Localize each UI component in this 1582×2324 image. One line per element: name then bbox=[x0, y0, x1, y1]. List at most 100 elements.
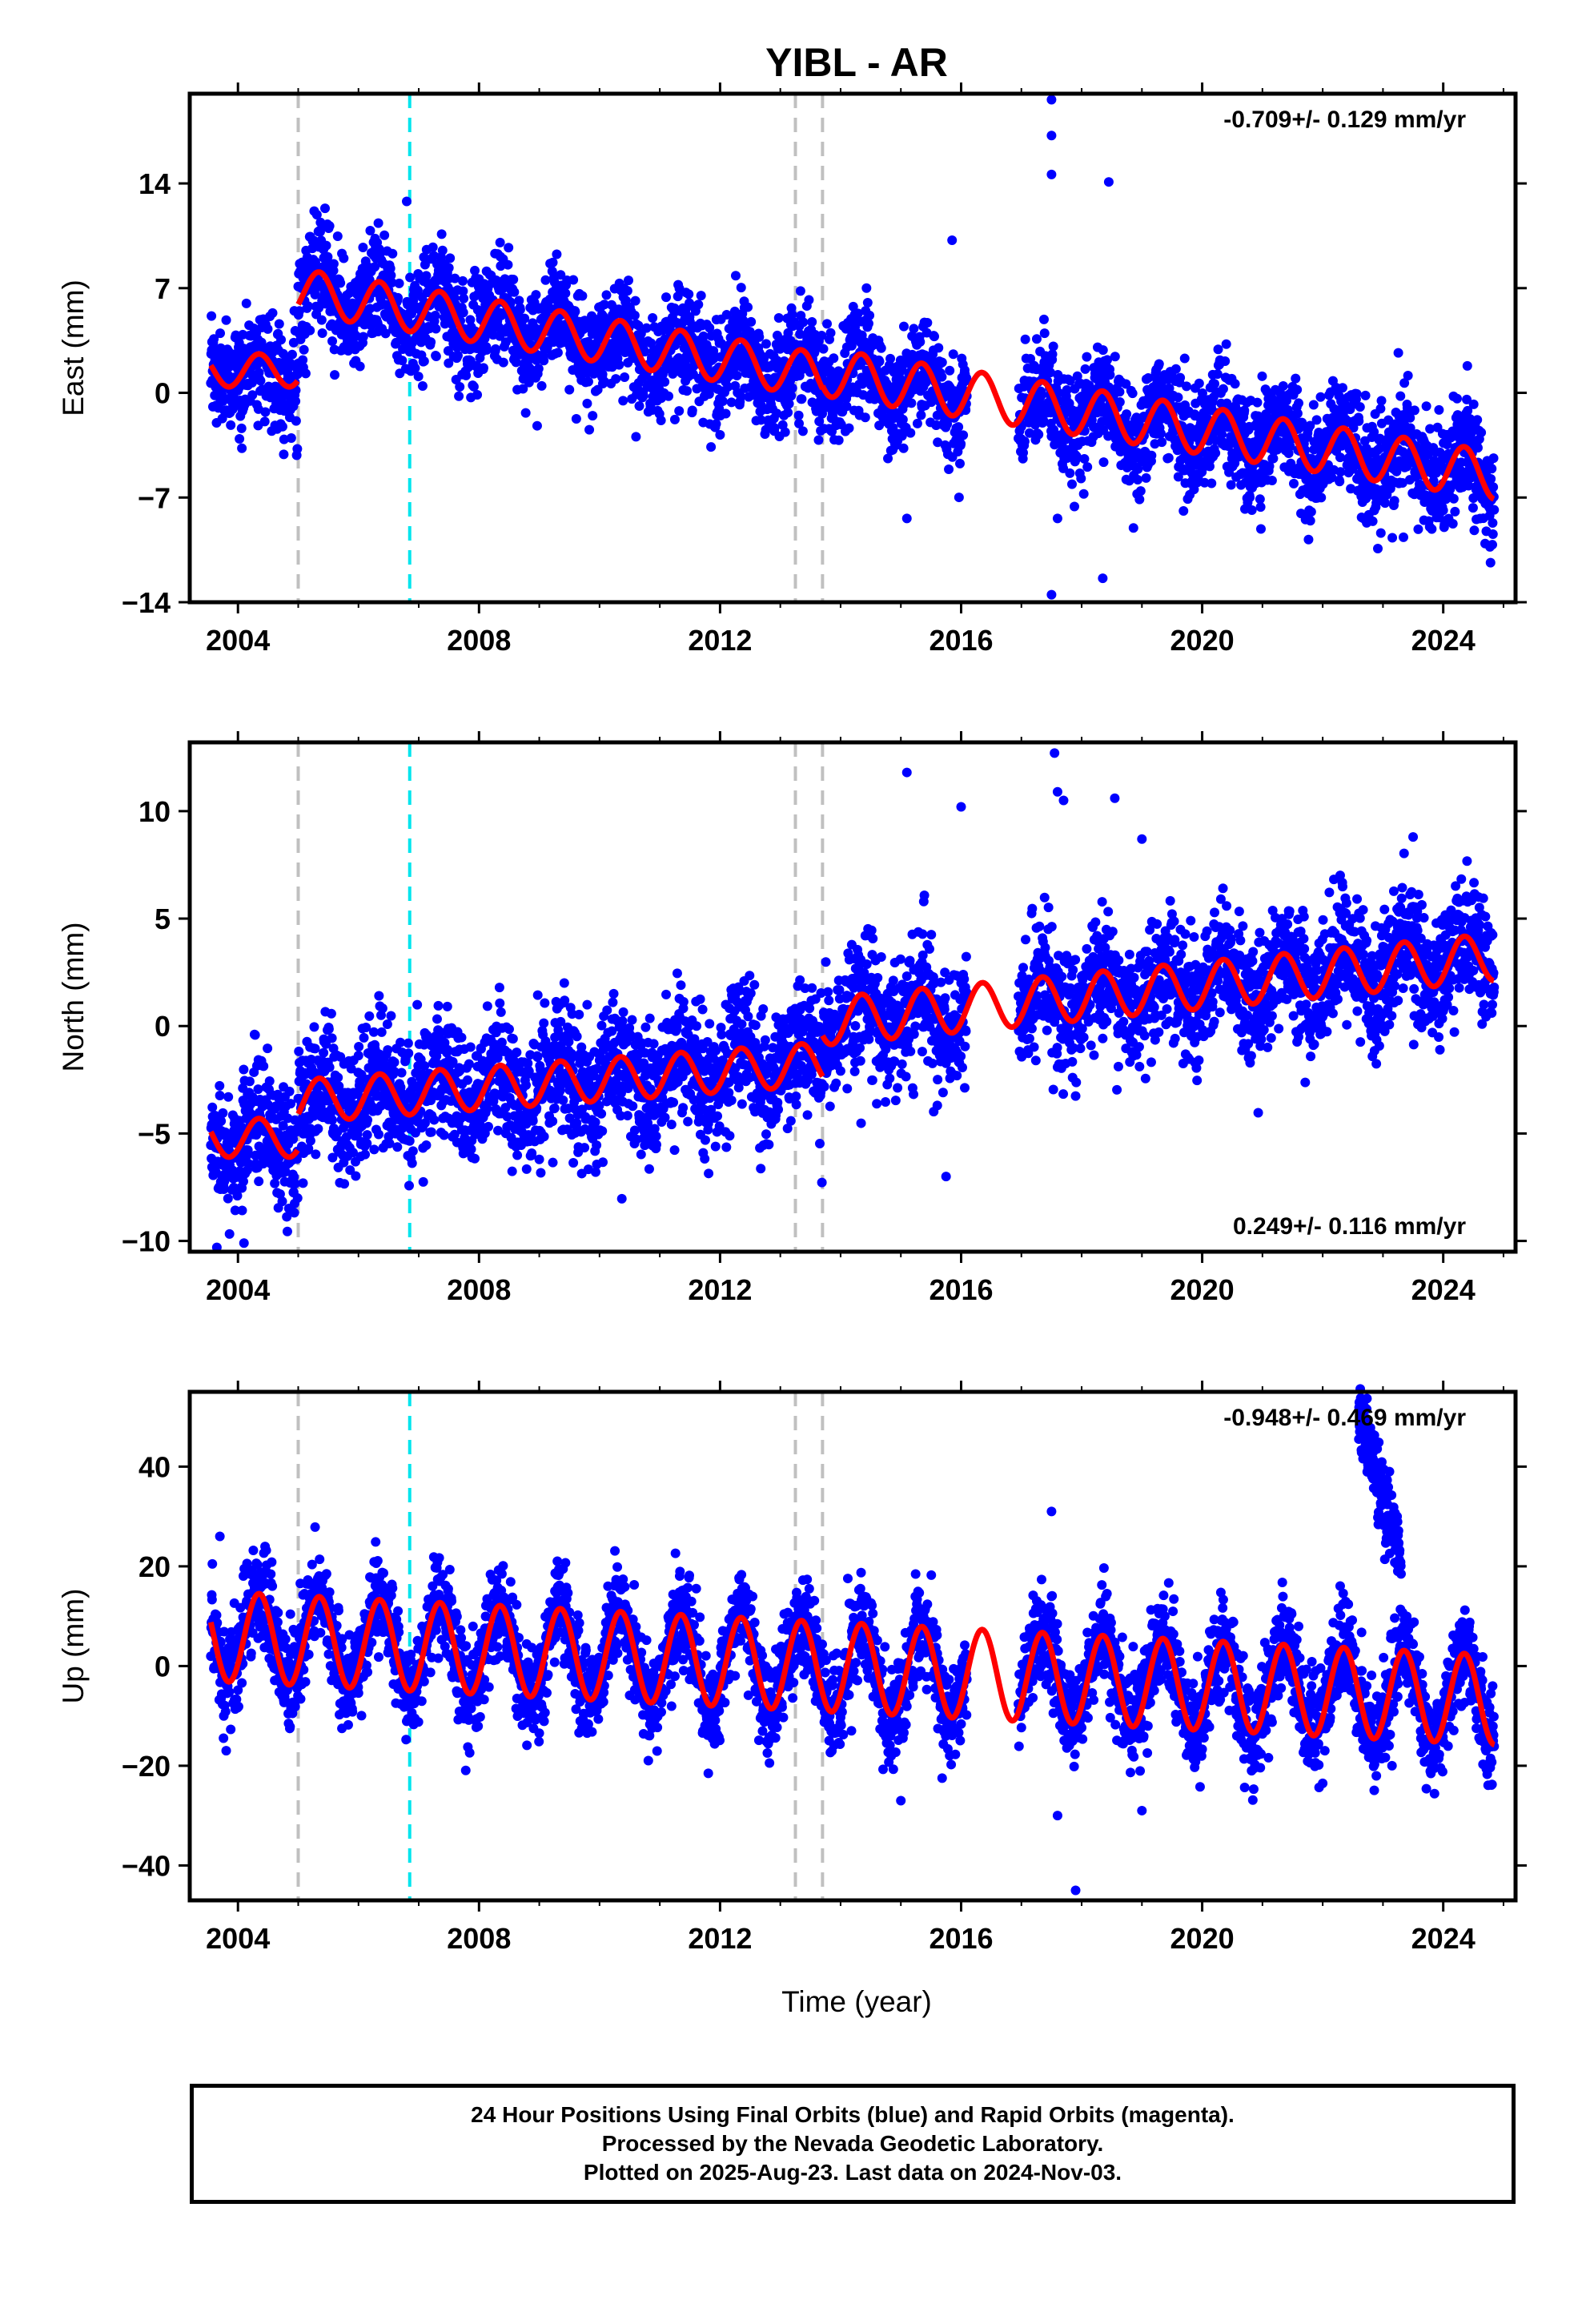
data-point bbox=[458, 286, 468, 296]
data-point bbox=[324, 1062, 335, 1072]
data-point bbox=[780, 427, 790, 437]
data-point bbox=[934, 343, 944, 353]
data-point bbox=[1303, 534, 1314, 545]
data-point bbox=[1031, 334, 1042, 344]
data-point bbox=[353, 1051, 363, 1061]
y-tick-label: 7 bbox=[155, 272, 171, 305]
data-point bbox=[1351, 388, 1362, 399]
data-point bbox=[1469, 525, 1480, 536]
data-point bbox=[284, 1086, 295, 1096]
data-point bbox=[1211, 448, 1221, 458]
data-point bbox=[373, 218, 383, 228]
y-tick-label: 0 bbox=[155, 377, 171, 410]
data-point bbox=[1488, 518, 1498, 529]
data-point bbox=[687, 405, 697, 416]
data-point bbox=[1076, 473, 1086, 484]
data-point bbox=[783, 408, 793, 418]
data-point bbox=[1434, 404, 1444, 415]
data-point bbox=[454, 391, 464, 401]
figure-title: YIBL - AR bbox=[765, 40, 948, 85]
data-point bbox=[1360, 390, 1371, 400]
data-point bbox=[804, 295, 814, 305]
data-point bbox=[292, 369, 303, 380]
data-point bbox=[787, 383, 797, 393]
data-point bbox=[237, 443, 247, 453]
data-point bbox=[1128, 523, 1138, 533]
data-point bbox=[339, 1179, 350, 1189]
data-point bbox=[1163, 452, 1174, 463]
data-point bbox=[1380, 498, 1391, 509]
data-point bbox=[743, 302, 753, 312]
data-point bbox=[577, 291, 588, 301]
data-point bbox=[1306, 507, 1316, 517]
data-point bbox=[1170, 364, 1181, 374]
data-point bbox=[1141, 472, 1151, 483]
data-point bbox=[1122, 409, 1132, 420]
data-point bbox=[403, 1038, 413, 1048]
data-point bbox=[861, 283, 872, 293]
data-point bbox=[1194, 378, 1204, 388]
data-point bbox=[495, 237, 505, 247]
data-point bbox=[305, 1136, 315, 1146]
data-point bbox=[630, 296, 640, 306]
data-point bbox=[319, 203, 330, 214]
data-point bbox=[1034, 429, 1044, 440]
data-point bbox=[235, 433, 245, 444]
data-point bbox=[1488, 529, 1498, 540]
data-point bbox=[797, 426, 808, 436]
data-point bbox=[1427, 524, 1437, 534]
outlier-point bbox=[901, 513, 912, 524]
data-point bbox=[1154, 359, 1164, 369]
data-point bbox=[376, 1027, 387, 1037]
data-point bbox=[276, 335, 287, 345]
data-point bbox=[263, 1043, 273, 1054]
data-point bbox=[844, 423, 854, 433]
data-point bbox=[597, 369, 608, 380]
data-point bbox=[807, 317, 817, 328]
data-point bbox=[552, 249, 562, 259]
data-point bbox=[247, 390, 258, 400]
data-point bbox=[674, 406, 685, 416]
data-point bbox=[1114, 397, 1125, 408]
data-point bbox=[370, 262, 380, 272]
data-point bbox=[431, 351, 441, 361]
data-point bbox=[730, 271, 741, 281]
data-point bbox=[622, 286, 632, 296]
data-point bbox=[929, 332, 939, 342]
data-point bbox=[705, 323, 715, 333]
data-point bbox=[380, 328, 391, 339]
data-point bbox=[351, 1171, 361, 1181]
data-point bbox=[1179, 353, 1190, 364]
data-point bbox=[259, 1061, 269, 1072]
data-point bbox=[1020, 334, 1030, 344]
data-point bbox=[874, 356, 885, 367]
data-point bbox=[833, 435, 844, 445]
data-point bbox=[253, 1084, 263, 1095]
data-point bbox=[540, 275, 551, 285]
data-point bbox=[482, 344, 492, 355]
x-tick-label: 2020 bbox=[1170, 624, 1235, 657]
data-point bbox=[1133, 475, 1143, 485]
data-point bbox=[633, 320, 644, 331]
data-point bbox=[298, 355, 308, 365]
data-point bbox=[461, 370, 472, 380]
data-point bbox=[458, 308, 468, 318]
y-tick-label: −7 bbox=[138, 481, 171, 514]
data-point bbox=[327, 1115, 338, 1125]
data-point bbox=[825, 328, 836, 338]
data-point bbox=[294, 306, 304, 316]
data-point bbox=[726, 397, 737, 408]
data-point bbox=[641, 323, 652, 333]
data-point bbox=[215, 1080, 225, 1091]
data-point bbox=[317, 328, 327, 339]
data-point bbox=[571, 413, 581, 424]
data-point bbox=[797, 394, 807, 404]
data-point bbox=[442, 1001, 452, 1011]
data-point bbox=[332, 231, 343, 241]
data-point bbox=[323, 251, 333, 262]
data-point bbox=[286, 433, 296, 444]
data-point bbox=[1488, 453, 1499, 464]
data-point bbox=[564, 384, 575, 395]
data-point bbox=[430, 310, 440, 320]
data-point bbox=[570, 307, 580, 317]
